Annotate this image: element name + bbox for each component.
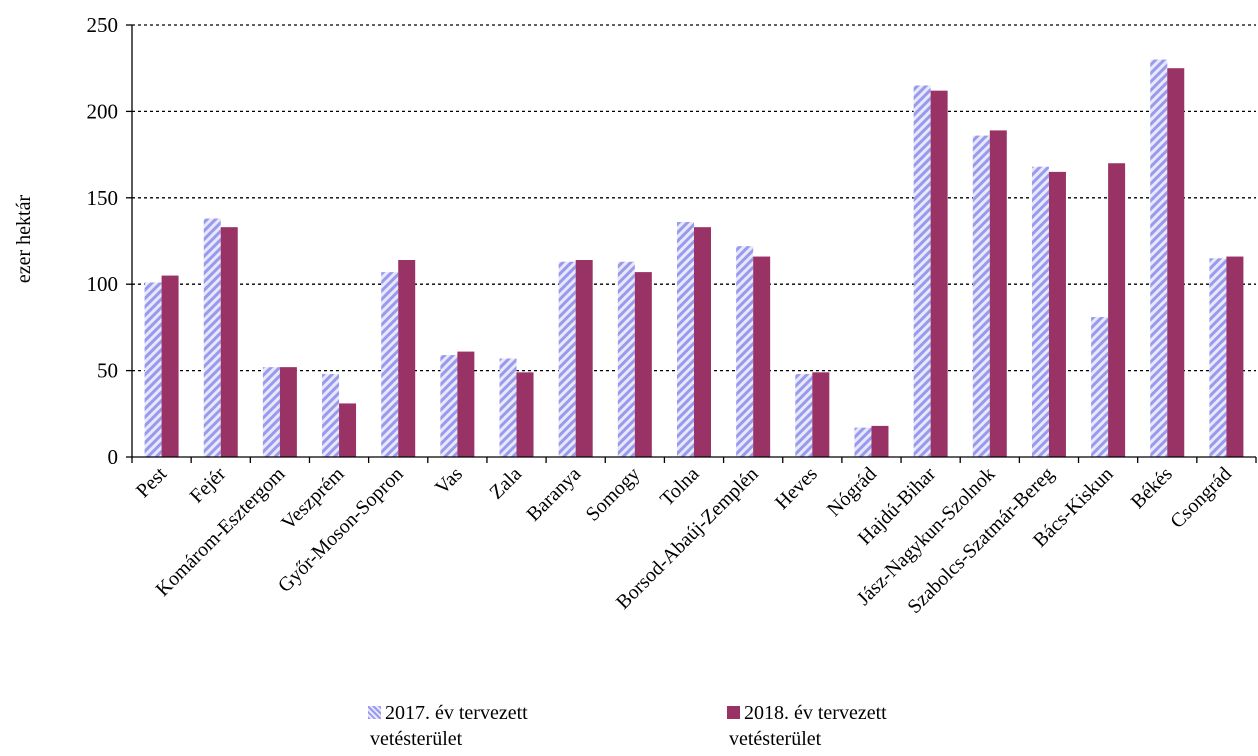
bar-2017-12 xyxy=(854,427,872,457)
bar-2018-15 xyxy=(1048,171,1066,457)
bar-2017-5 xyxy=(440,355,458,457)
bar-2017-11 xyxy=(795,374,813,457)
x-tick-labels: Pest FejérKomárom-EsztergomVeszprémGyőr-M… xyxy=(132,463,1236,618)
bar-2017-15 xyxy=(1031,166,1049,458)
bar-2018-1 xyxy=(220,227,238,457)
bar-2018-10 xyxy=(753,256,771,457)
y-tick-label-250: 250 xyxy=(87,13,119,37)
x-tick-label-17: Békés xyxy=(1127,463,1177,513)
bar-2017-2 xyxy=(262,367,280,457)
legend-label-2018-line1: 2018. év tervezett xyxy=(744,702,887,724)
axes xyxy=(126,24,1257,463)
bar-2018-11 xyxy=(812,372,830,457)
bar-2018-18 xyxy=(1226,256,1244,457)
y-tick-label-200: 200 xyxy=(87,99,119,123)
legend-label-2018-line2: vetésterület xyxy=(729,728,822,750)
gridlines xyxy=(132,24,1256,372)
bar-2017-17 xyxy=(1150,59,1168,458)
legend-label-2017-line2: vetésterület xyxy=(370,728,463,750)
legend-swatch-2018 xyxy=(727,706,740,719)
bar-2017-8 xyxy=(617,261,635,457)
x-tick-label-5: Vas xyxy=(431,463,467,499)
bar-2017-4 xyxy=(381,272,399,457)
bar-2017-18 xyxy=(1209,258,1227,457)
bar-2018-6 xyxy=(516,372,534,457)
bar-2017-1 xyxy=(203,218,221,457)
bar-2018-8 xyxy=(634,272,652,457)
bar-2017-7 xyxy=(558,261,576,457)
x-tick-label-6: Zala xyxy=(485,463,526,504)
bar-2018-16 xyxy=(1108,163,1126,458)
y-tick-label-50: 50 xyxy=(97,359,118,383)
bar-2018-9 xyxy=(694,227,711,457)
legend-label-2017-line1: 2017. év tervezett xyxy=(385,702,528,724)
bar-2017-0 xyxy=(144,282,162,457)
bar-2018-17 xyxy=(1167,68,1185,457)
x-tick-label-18: Csongrád xyxy=(1166,463,1236,533)
bar-2018-7 xyxy=(575,260,593,457)
bar-2017-6 xyxy=(499,358,517,457)
y-tick-label-100: 100 xyxy=(87,272,119,296)
bar-2017-13 xyxy=(913,85,931,457)
bar-2018-0 xyxy=(161,275,179,457)
y-tick-labels: 0 50 100 150 200 250 xyxy=(87,13,119,469)
bar-2018-5 xyxy=(457,351,475,457)
bar-2017-10 xyxy=(736,246,754,457)
x-tick-label-8: Somogy xyxy=(582,463,645,526)
bar-2018-14 xyxy=(989,130,1007,457)
x-tick-label-11: Heves xyxy=(771,463,822,514)
y-axis-label: ezer hektár xyxy=(13,195,35,284)
x-tick-label-12: Nógrád xyxy=(823,463,881,521)
bar-2018-12 xyxy=(871,425,889,457)
legend-swatch-2017 xyxy=(368,706,381,719)
x-tick-label-1: Fejér xyxy=(186,463,231,508)
bar-2018-4 xyxy=(398,260,416,457)
x-tick-label-9: Tolna xyxy=(656,463,704,511)
bar-2017-3 xyxy=(322,374,340,457)
bar-2018-13 xyxy=(930,90,948,457)
legend-item-2017: 2017. év tervezett vetésterület xyxy=(368,700,608,752)
bars xyxy=(144,59,1244,458)
bar-2017-14 xyxy=(972,135,990,458)
bar-2018-3 xyxy=(339,403,357,457)
x-tick-label-7: Baranya xyxy=(523,463,586,526)
legend-item-2018: 2018. év tervezett vetésterület xyxy=(727,700,967,752)
y-tick-label-0: 0 xyxy=(108,445,119,469)
y-tick-label-150: 150 xyxy=(87,186,119,210)
bar-2017-16 xyxy=(1091,317,1109,457)
x-tick-label-0: Pest xyxy=(132,463,171,502)
bar-2018-2 xyxy=(279,367,297,457)
bar-2017-9 xyxy=(677,221,694,457)
